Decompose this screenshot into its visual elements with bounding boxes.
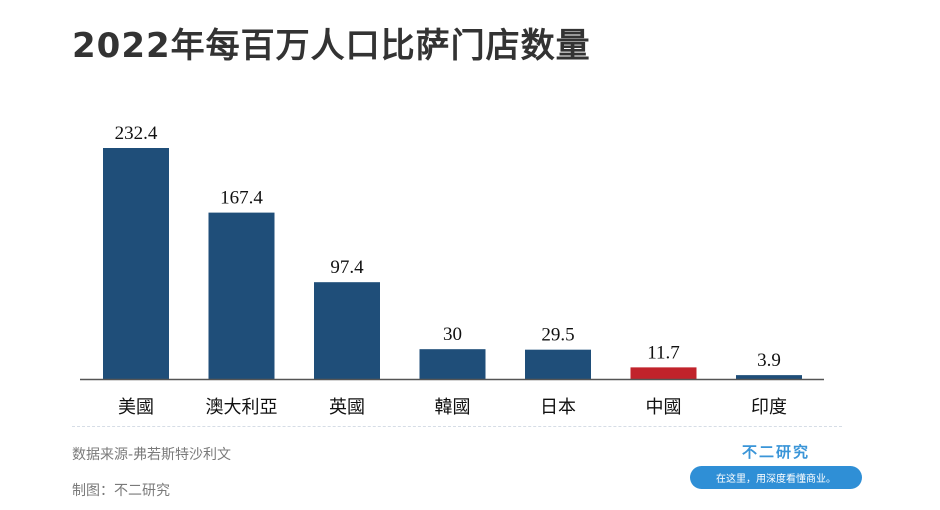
bar-5 bbox=[525, 349, 591, 379]
footer-divider bbox=[72, 426, 842, 427]
value-label-3: 97.4 bbox=[330, 257, 364, 278]
category-label-5: 日本 bbox=[540, 397, 576, 418]
category-label-3: 英國 bbox=[329, 397, 365, 418]
value-labels-group: 232.4 167.4 97.4 30 29.5 11.7 3.9 bbox=[115, 123, 781, 371]
bar-4 bbox=[419, 349, 486, 379]
data-source-note: 数据来源-弗若斯特沙利文 bbox=[72, 447, 232, 463]
category-label-2: 澳大利亞 bbox=[206, 397, 278, 418]
chart-title: 2022年每百万人口比萨门店数量 bbox=[72, 26, 591, 66]
brand-tagline: 在这里，用深度看懂商业。 bbox=[690, 466, 862, 489]
bar-2 bbox=[208, 212, 275, 379]
value-label-2: 167.4 bbox=[220, 188, 263, 209]
value-label-7: 3.9 bbox=[757, 350, 781, 371]
bar-chart: 232.4 167.4 97.4 30 29.5 11.7 3.9 美國 澳大利亞 英國 韓國 日本… bbox=[80, 123, 824, 418]
category-labels-group: 美國 澳大利亞 英國 韓國 日本 中國 印度 bbox=[118, 397, 787, 418]
value-label-1: 232.4 bbox=[115, 123, 158, 144]
category-label-4: 韓國 bbox=[435, 397, 471, 418]
bar-7 bbox=[736, 375, 802, 379]
bar-6 bbox=[630, 367, 697, 379]
value-label-4: 30 bbox=[443, 324, 462, 345]
category-label-1: 美國 bbox=[118, 397, 154, 418]
bar-3 bbox=[314, 282, 380, 379]
chart-maker-note: 制图：不二研究 bbox=[72, 483, 170, 499]
category-label-7: 印度 bbox=[751, 397, 787, 418]
bars-group bbox=[103, 148, 802, 379]
value-label-5: 29.5 bbox=[541, 325, 574, 346]
category-label-6: 中國 bbox=[646, 397, 682, 418]
value-label-6: 11.7 bbox=[647, 342, 680, 363]
brand-badge: 不二研究 在这里，用深度看懂商业。 bbox=[690, 441, 862, 489]
brand-name: 不二研究 bbox=[741, 443, 810, 461]
bar-1 bbox=[103, 148, 169, 379]
